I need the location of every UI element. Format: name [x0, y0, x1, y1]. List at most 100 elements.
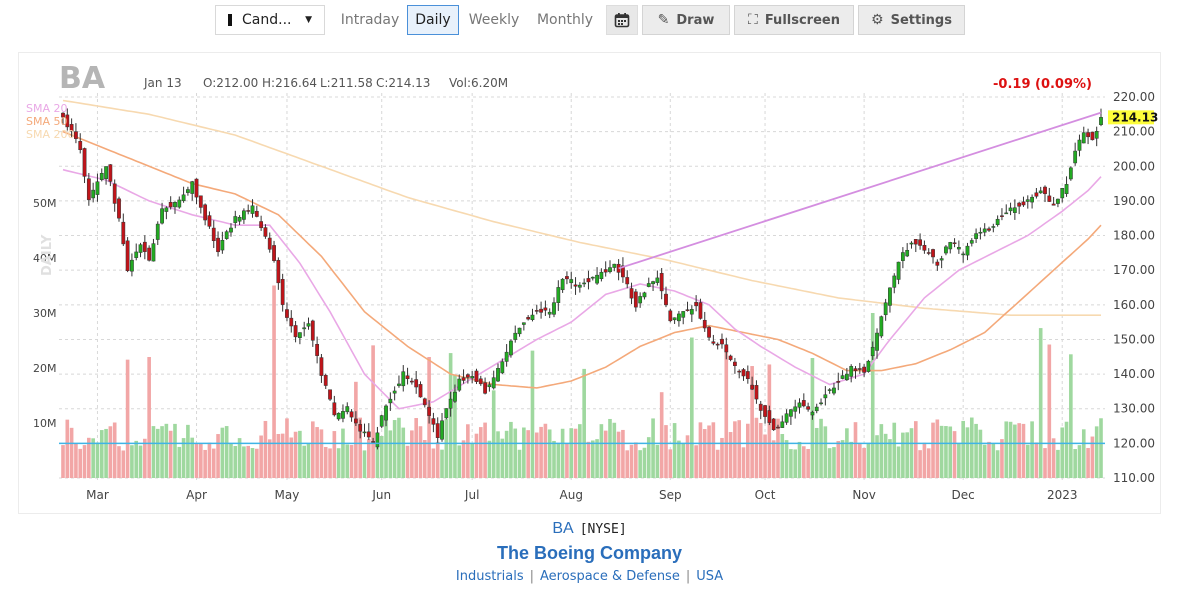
volume-bar: [293, 431, 298, 478]
volume-bar: [345, 444, 350, 478]
volume-bar: [969, 417, 974, 478]
candle-body: [1068, 167, 1073, 180]
candle-body: [586, 278, 591, 283]
volume-bar: [237, 438, 242, 478]
chart-canvas[interactable]: 214.13 110.00 120.00 130.00 140.00 150.00 160…: [19, 53, 1160, 513]
candle-body: [134, 251, 139, 258]
volume-bar: [677, 440, 681, 478]
volume-bar: [125, 359, 130, 478]
y-tick-label: 160.00: [1113, 298, 1155, 312]
volume-bar: [1073, 449, 1077, 478]
chart-type-dropdown[interactable]: Cand... ▼: [215, 5, 325, 35]
candle-body: [1004, 212, 1009, 215]
candle-body: [844, 373, 849, 381]
candle-body: [612, 263, 617, 268]
volume-bar: [216, 434, 220, 478]
candle-body: [164, 207, 169, 212]
company-name[interactable]: The Boeing Company: [496, 543, 682, 563]
timeframe-daily[interactable]: Daily: [407, 5, 459, 35]
volume-bar: [1094, 426, 1099, 478]
volume-bar: [298, 430, 302, 478]
candle-body: [625, 277, 630, 285]
timeframe-weekly[interactable]: Weekly: [468, 12, 520, 28]
info-low: L:211.58: [320, 76, 373, 90]
candle-body: [780, 421, 785, 428]
candle-body: [1094, 131, 1099, 139]
volume-bar: [651, 418, 655, 478]
candle-body: [1047, 195, 1052, 202]
candle-body: [315, 344, 320, 356]
candle-body: [900, 252, 905, 261]
volume-bar: [121, 450, 126, 478]
candle-body: [849, 366, 854, 377]
candle-body: [138, 244, 143, 253]
volume-bar: [866, 442, 871, 478]
volume-bar: [95, 442, 100, 478]
volume-bar: [1021, 423, 1026, 478]
volume-bar: [646, 437, 651, 478]
candle-body: [422, 398, 427, 406]
last-price-label: 214.13: [1112, 110, 1158, 124]
candle-body: [280, 279, 285, 305]
timeframe-intraday[interactable]: Intraday: [340, 12, 400, 28]
settings-button[interactable]: ⚙ Settings: [858, 5, 965, 35]
volume-bar: [952, 431, 957, 478]
gear-icon: ⚙: [871, 12, 884, 28]
candle-body: [151, 243, 156, 262]
candle-body: [341, 411, 345, 419]
candle-body: [689, 309, 694, 315]
candle-body: [547, 311, 552, 315]
candle-body: [500, 361, 505, 374]
candle-body: [319, 357, 324, 376]
candle-body: [379, 415, 384, 427]
candle-body: [220, 240, 225, 251]
draw-button[interactable]: ✎ Draw: [642, 5, 730, 35]
candle-body: [784, 413, 789, 423]
fullscreen-icon: ⛶: [748, 12, 758, 28]
volume-bar: [702, 429, 707, 478]
candle-body: [875, 332, 879, 351]
volume-bar: [720, 437, 724, 478]
timeframe-monthly[interactable]: Monthly: [536, 12, 594, 28]
volume-bar: [608, 418, 612, 478]
footer-industry[interactable]: Aerospace & Defense: [540, 569, 680, 584]
footer-symbol[interactable]: BA: [552, 520, 574, 537]
legend-sma200: SMA 200: [26, 128, 75, 141]
volume-bar: [819, 418, 823, 478]
volume-bar: [543, 423, 548, 478]
volume-bar: [922, 442, 927, 478]
footer-country[interactable]: USA: [696, 569, 724, 584]
candle-body: [74, 131, 78, 139]
volume-bar: [517, 449, 522, 478]
calendar-button[interactable]: [606, 5, 638, 35]
candle-body: [483, 382, 487, 394]
candle-body: [242, 210, 246, 220]
candle-body: [526, 317, 531, 320]
volume-bar: [276, 434, 281, 478]
volume-bar: [750, 366, 754, 478]
candle-body: [797, 402, 802, 408]
volume-bar: [836, 441, 841, 478]
fullscreen-button[interactable]: ⛶ Fullscreen: [734, 5, 854, 35]
daily-side-label: DAILY: [40, 234, 55, 276]
stock-chart[interactable]: 214.13 110.00 120.00 130.00 140.00 150.00 160…: [18, 52, 1161, 514]
candle-body: [530, 314, 535, 320]
volume-bar: [379, 436, 384, 478]
x-tick-label: Oct: [755, 488, 776, 502]
footer-sector[interactable]: Industrials: [455, 569, 524, 584]
candle-body: [629, 288, 634, 299]
volume-bar: [1047, 344, 1052, 478]
volume-bar: [616, 431, 621, 478]
candle-body: [65, 114, 70, 128]
candle-body: [478, 378, 483, 385]
candle-body: [819, 402, 823, 405]
volume-bar: [405, 445, 410, 478]
sma50-line: [62, 130, 1102, 389]
candle-body: [664, 293, 668, 306]
volume-tick-label: 20M: [33, 362, 57, 375]
sma200-line: [62, 99, 1101, 316]
volume-bar: [534, 432, 539, 478]
footer-classification: Industrials | Aerospace & Defense | USA: [455, 569, 724, 584]
candle-body: [1034, 192, 1039, 197]
legend-sma20: SMA 20: [26, 102, 68, 115]
